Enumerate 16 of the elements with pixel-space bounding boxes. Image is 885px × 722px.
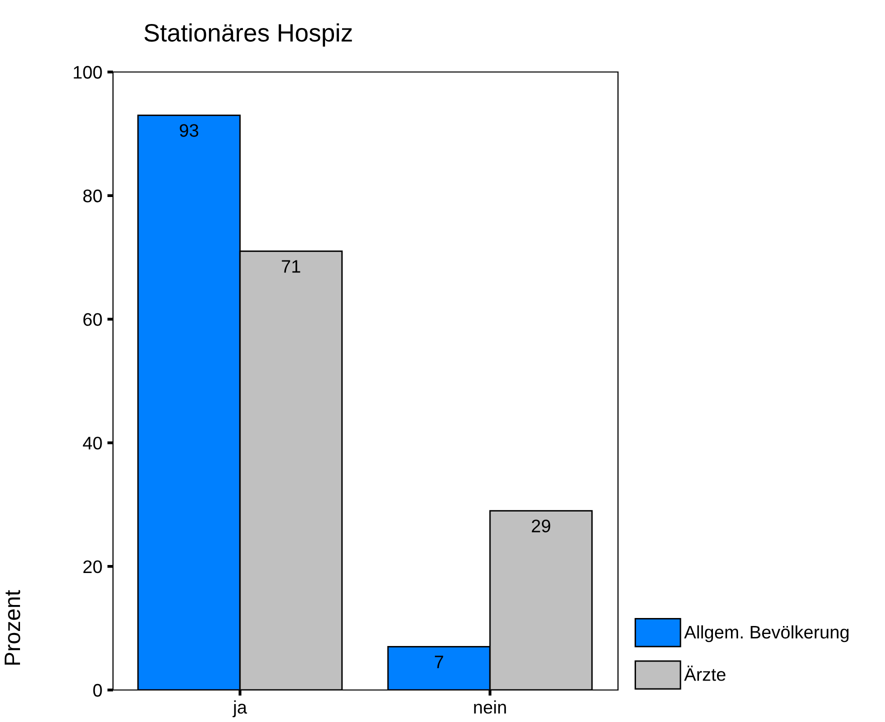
x-tick-label: nein bbox=[474, 700, 506, 714]
x-tick-label: ja bbox=[232, 700, 248, 718]
y-tick-label: 100 bbox=[74, 66, 102, 79]
y-axis-title: Prozent bbox=[4, 590, 20, 665]
y-tick-label: 60 bbox=[83, 313, 102, 326]
y-tick-label: 0 bbox=[93, 684, 102, 697]
legend-label: Allgem. Bevölkerung bbox=[684, 625, 849, 642]
data-label: 71 bbox=[282, 260, 300, 273]
data-label: 7 bbox=[434, 656, 444, 668]
chart-title: Stationäres Hospiz bbox=[144, 23, 352, 47]
y-tick-label: 80 bbox=[83, 190, 102, 202]
y-tick-label: 40 bbox=[82, 436, 102, 450]
y-tick-label: 20 bbox=[83, 560, 102, 574]
data-label: 93 bbox=[180, 124, 198, 137]
legend-label: Ärzte bbox=[684, 666, 726, 681]
data-label: 29 bbox=[532, 520, 550, 532]
